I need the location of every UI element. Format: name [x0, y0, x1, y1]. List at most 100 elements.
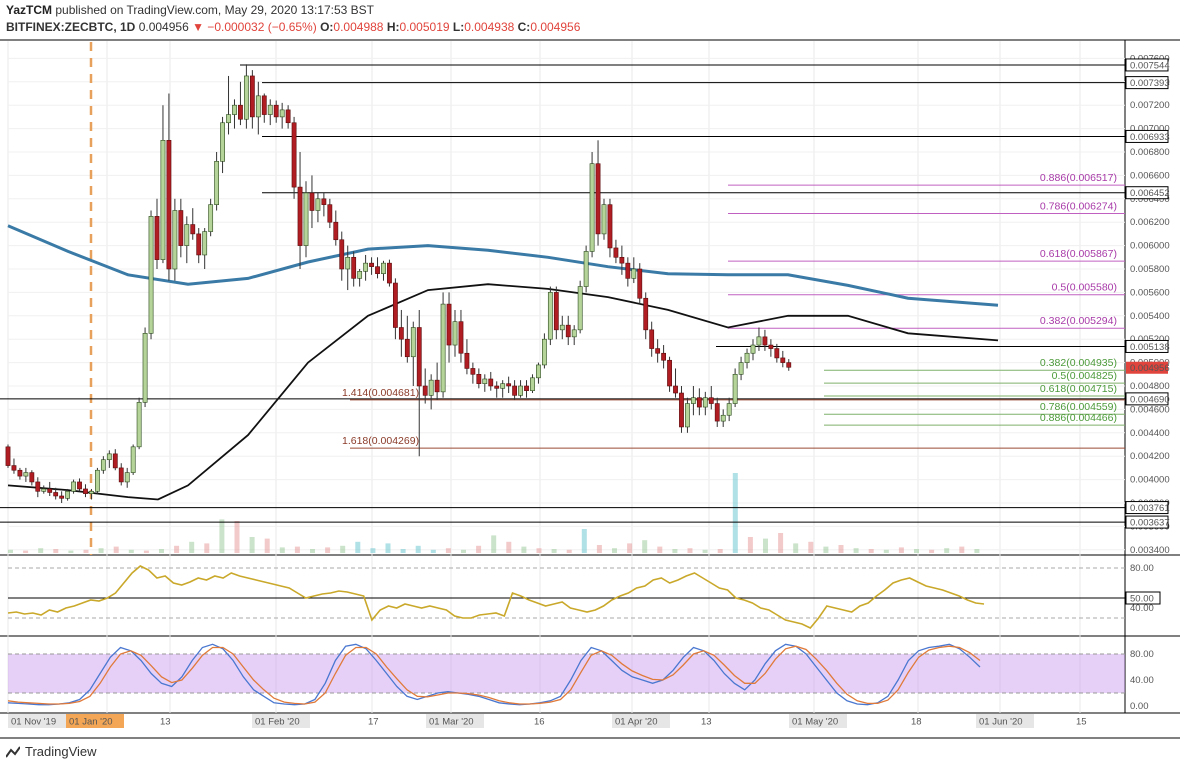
- candle-body: [553, 292, 559, 331]
- candle-body: [762, 336, 768, 346]
- candle-body: [112, 453, 118, 469]
- volume-bar: [853, 548, 859, 553]
- volume-bar: [702, 549, 708, 553]
- ma100-line: [7, 283, 999, 501]
- time-tick-label: 13: [701, 717, 712, 728]
- volume-bar: [23, 550, 29, 553]
- volume-bar: [536, 548, 542, 553]
- candle-body: [774, 348, 780, 359]
- candle-body: [488, 378, 494, 387]
- stoch-d-line: [7, 645, 981, 705]
- candle-body: [297, 186, 303, 246]
- candle-body: [434, 379, 440, 393]
- candle-body: [398, 327, 404, 340]
- level-tag-label: 0.003637: [1130, 518, 1170, 529]
- level-tag-box: [1125, 58, 1169, 72]
- volume-bar: [868, 549, 874, 553]
- volume-bar: [113, 546, 119, 553]
- price-tick-label: 0.003400: [1130, 545, 1170, 556]
- candle-body: [559, 324, 565, 331]
- candle-body: [89, 490, 94, 494]
- price-tick-label: 0.005800: [1130, 264, 1170, 275]
- time-tick-box: [789, 714, 847, 728]
- fib-upper-label: 0.886(0.006517): [1040, 172, 1117, 184]
- candle-body: [506, 383, 512, 387]
- candle-body: [428, 379, 434, 396]
- candle-body: [345, 256, 351, 270]
- candle-body: [381, 262, 386, 274]
- candle-body: [625, 262, 631, 279]
- published-text: published on TradingView.com, May 29, 20…: [55, 3, 375, 17]
- candle-body: [315, 198, 321, 211]
- candle-body: [273, 104, 279, 118]
- candle-body: [768, 344, 774, 349]
- time-tick-box: [252, 714, 310, 728]
- candle-body: [95, 469, 100, 492]
- candle-body: [452, 321, 458, 346]
- level-tag-label: 0.005138: [1130, 342, 1170, 353]
- candle-body: [65, 490, 70, 499]
- candle-body: [607, 204, 613, 249]
- volume-bar: [385, 543, 391, 553]
- candle-body: [756, 336, 762, 346]
- level-tag-box: [1125, 129, 1169, 143]
- volume-bar: [581, 529, 587, 553]
- level-tag-label: 0.004690: [1130, 394, 1170, 405]
- volume-bar: [445, 548, 451, 553]
- current-price-tag: [1126, 361, 1168, 374]
- tradingview-logo[interactable]: TradingView: [5, 744, 97, 759]
- volume-bar: [415, 545, 421, 553]
- volume-bar: [430, 549, 436, 553]
- candle-body: [470, 368, 476, 375]
- candle-body: [11, 465, 17, 471]
- candle-body: [309, 192, 315, 211]
- candle-body: [524, 385, 529, 391]
- high-value: 0.005019: [399, 20, 450, 34]
- candle-body: [685, 403, 690, 428]
- low-value: 0.004938: [464, 20, 515, 34]
- candle-body: [118, 467, 124, 483]
- price-tick-label: 0.004000: [1130, 475, 1170, 486]
- candle-body: [47, 488, 53, 493]
- candle-body: [255, 95, 261, 118]
- candle-body: [613, 247, 619, 258]
- time-tick-label: 01 Nov '19: [11, 717, 56, 728]
- candle-body: [571, 329, 577, 338]
- candle-body: [780, 357, 786, 363]
- level-tag-box: [1125, 76, 1169, 90]
- candle-body: [494, 385, 500, 389]
- fib-lower-label: 0.5(0.004825): [1052, 370, 1117, 382]
- candle-body: [160, 140, 166, 260]
- ma200-line: [7, 224, 999, 307]
- candle-body: [518, 385, 523, 396]
- volume-bar: [717, 549, 723, 553]
- candle-body: [565, 324, 571, 338]
- candle-body: [416, 327, 422, 387]
- fib-upper-label: 0.5(0.005580): [1052, 282, 1117, 294]
- volume-bar: [461, 549, 466, 553]
- volume-bar: [687, 548, 693, 553]
- fib-lower-label: 0.786(0.004559): [1040, 401, 1117, 413]
- publisher-name[interactable]: YazTCM: [6, 3, 53, 17]
- candle-body: [351, 256, 357, 279]
- volume-bar: [98, 548, 104, 553]
- fib-lower-label: 0.886(0.004466): [1040, 412, 1117, 424]
- candle-body: [339, 239, 345, 270]
- candle-body: [5, 446, 11, 466]
- candle-body: [464, 352, 470, 369]
- candle-body: [29, 472, 35, 483]
- volume-bar: [808, 541, 814, 553]
- time-tick-label: 01 Jun '20: [979, 717, 1023, 728]
- open-value: 0.004988: [333, 20, 384, 34]
- candle-body: [154, 216, 160, 260]
- candle-body: [77, 481, 82, 490]
- close-label: C:: [517, 20, 531, 34]
- price-tick-label: 0.005200: [1130, 334, 1170, 345]
- time-tick-box: [8, 714, 66, 728]
- candle-body: [720, 414, 726, 422]
- candle-body: [387, 262, 392, 284]
- candle-body: [232, 104, 237, 115]
- time-tick-label: 01 Feb '20: [255, 717, 300, 728]
- volume-bar: [596, 545, 602, 553]
